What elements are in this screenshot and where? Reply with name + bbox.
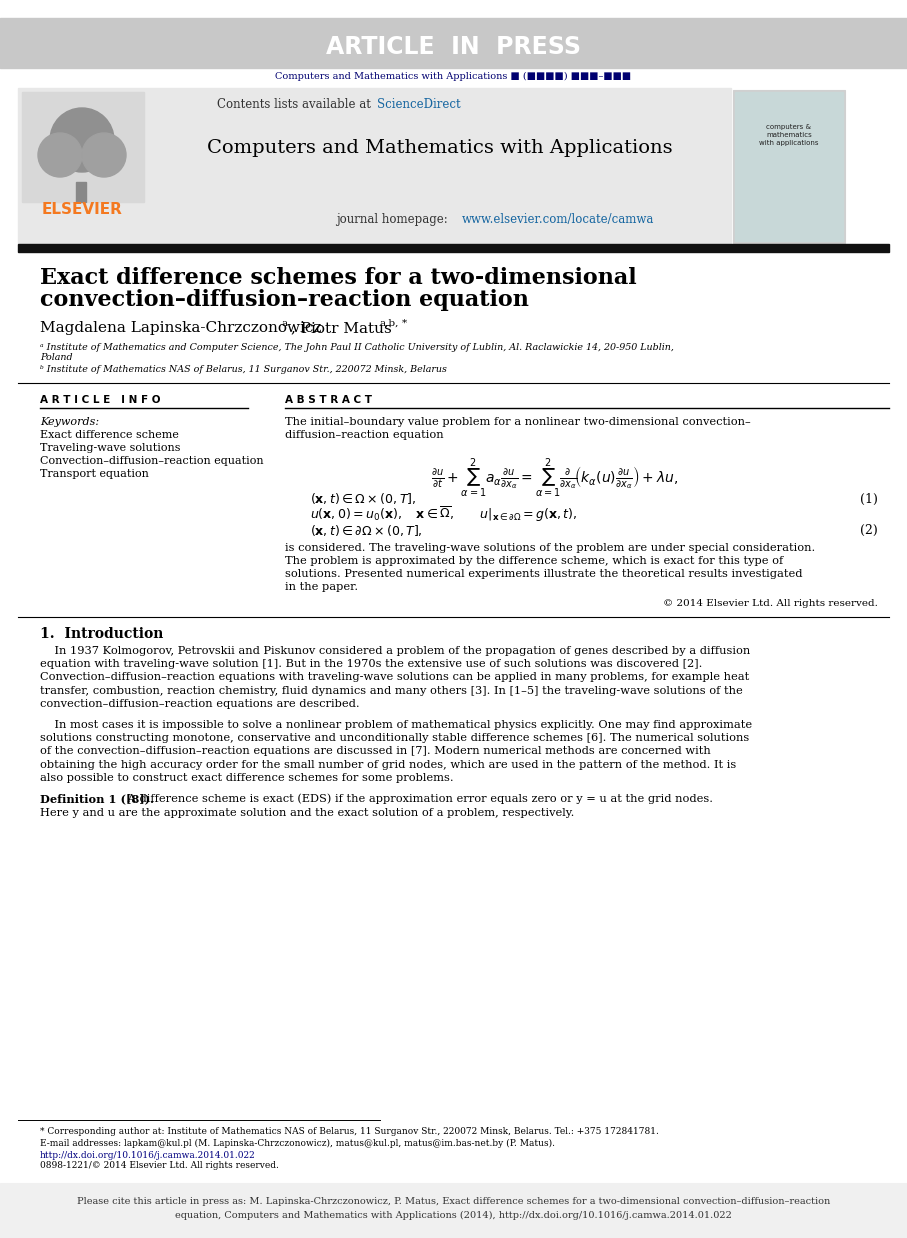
Text: solutions constructing monotone, conservative and unconditionally stable differe: solutions constructing monotone, conserv… xyxy=(40,733,749,743)
Text: A R T I C L E   I N F O: A R T I C L E I N F O xyxy=(40,395,161,405)
Bar xyxy=(76,182,86,202)
Text: convection–diffusion–reaction equation: convection–diffusion–reaction equation xyxy=(40,288,529,311)
Text: Contents lists available at: Contents lists available at xyxy=(218,99,375,111)
Bar xyxy=(18,244,889,253)
Text: journal homepage:: journal homepage: xyxy=(336,213,452,227)
Text: Convection–diffusion–reaction equation: Convection–diffusion–reaction equation xyxy=(40,456,264,465)
Text: ARTICLE  IN  PRESS: ARTICLE IN PRESS xyxy=(326,35,581,59)
Text: (1): (1) xyxy=(860,493,878,505)
Text: convection–diffusion–reaction equations are described.: convection–diffusion–reaction equations … xyxy=(40,698,359,709)
Bar xyxy=(22,92,144,202)
Text: , Piotr Matus: , Piotr Matus xyxy=(291,321,392,335)
Text: ScienceDirect: ScienceDirect xyxy=(377,99,461,111)
Text: in the paper.: in the paper. xyxy=(285,582,358,592)
Text: In most cases it is impossible to solve a nonlinear problem of mathematical phys: In most cases it is impossible to solve … xyxy=(40,721,752,730)
Text: 1.  Introduction: 1. Introduction xyxy=(40,626,163,641)
Bar xyxy=(735,92,843,241)
Text: Here y and u are the approximate solution and the exact solution of a problem, r: Here y and u are the approximate solutio… xyxy=(40,808,574,818)
Text: The initial–boundary value problem for a nonlinear two-dimensional convection–: The initial–boundary value problem for a… xyxy=(285,417,751,427)
Text: Magdalena Lapinska-Chrzczonowicz: Magdalena Lapinska-Chrzczonowicz xyxy=(40,321,321,335)
Text: In 1937 Kolmogorov, Petrovskii and Piskunov considered a problem of the propagat: In 1937 Kolmogorov, Petrovskii and Pisku… xyxy=(40,646,750,656)
Text: Convection–diffusion–reaction equations with traveling-wave solutions can be app: Convection–diffusion–reaction equations … xyxy=(40,672,749,682)
Text: $(\mathbf{x}, t) \in \Omega \times (0, T],$: $(\mathbf{x}, t) \in \Omega \times (0, T… xyxy=(310,491,416,506)
Text: A difference scheme is exact (EDS) if the approximation error equals zero or y =: A difference scheme is exact (EDS) if th… xyxy=(124,794,713,805)
Text: computers &
mathematics
with applications: computers & mathematics with application… xyxy=(759,124,819,146)
Text: 0898-1221/© 2014 Elsevier Ltd. All rights reserved.: 0898-1221/© 2014 Elsevier Ltd. All right… xyxy=(40,1161,278,1170)
Circle shape xyxy=(50,108,114,172)
Text: The problem is approximated by the difference scheme, which is exact for this ty: The problem is approximated by the diffe… xyxy=(285,556,784,566)
Text: diffusion–reaction equation: diffusion–reaction equation xyxy=(285,430,444,439)
Text: (2): (2) xyxy=(860,524,878,536)
Text: obtaining the high accuracy order for the small number of grid nodes, which are : obtaining the high accuracy order for th… xyxy=(40,760,736,770)
Text: a: a xyxy=(282,318,288,328)
Text: E-mail addresses: lapkam@kul.pl (M. Lapinska-Chrzczonowicz), matus@kul.pl, matus: E-mail addresses: lapkam@kul.pl (M. Lapi… xyxy=(40,1139,555,1148)
Bar xyxy=(0,1184,907,1238)
Text: © 2014 Elsevier Ltd. All rights reserved.: © 2014 Elsevier Ltd. All rights reserved… xyxy=(663,599,878,609)
Text: Exact difference schemes for a two-dimensional: Exact difference schemes for a two-dimen… xyxy=(40,267,637,288)
Text: Transport equation: Transport equation xyxy=(40,469,149,479)
Bar xyxy=(0,19,907,68)
Text: a,b,: a,b, xyxy=(380,318,399,328)
Text: Exact difference scheme: Exact difference scheme xyxy=(40,430,179,439)
Text: Poland: Poland xyxy=(40,354,73,363)
Text: ᵇ Institute of Mathematics NAS of Belarus, 11 Surganov Str., 220072 Minsk, Belar: ᵇ Institute of Mathematics NAS of Belaru… xyxy=(40,364,447,374)
Bar xyxy=(733,90,845,243)
Text: ELSEVIER: ELSEVIER xyxy=(42,203,122,218)
Text: * Corresponding author at: Institute of Mathematics NAS of Belarus, 11 Surganov : * Corresponding author at: Institute of … xyxy=(40,1128,658,1136)
Text: also possible to construct exact difference schemes for some problems.: also possible to construct exact differe… xyxy=(40,773,454,782)
Text: transfer, combustion, reaction chemistry, fluid dynamics and many others [3]. In: transfer, combustion, reaction chemistry… xyxy=(40,686,743,696)
Text: Definition 1 ([8]).: Definition 1 ([8]). xyxy=(40,794,154,805)
Circle shape xyxy=(38,132,82,177)
Text: equation, Computers and Mathematics with Applications (2014), http://dx.doi.org/: equation, Computers and Mathematics with… xyxy=(175,1211,732,1219)
Text: of the convection–diffusion–reaction equations are discussed in [7]. Modern nume: of the convection–diffusion–reaction equ… xyxy=(40,747,711,756)
Bar xyxy=(18,88,731,243)
Circle shape xyxy=(82,132,126,177)
Text: solutions. Presented numerical experiments illustrate the theoretical results in: solutions. Presented numerical experimen… xyxy=(285,569,803,579)
Text: http://dx.doi.org/10.1016/j.camwa.2014.01.022: http://dx.doi.org/10.1016/j.camwa.2014.0… xyxy=(40,1150,256,1160)
Text: Keywords:: Keywords: xyxy=(40,417,99,427)
Text: is considered. The traveling-wave solutions of the problem are under special con: is considered. The traveling-wave soluti… xyxy=(285,543,815,553)
Text: $(\mathbf{x}, t) \in \partial\Omega \times (0, T],$: $(\mathbf{x}, t) \in \partial\Omega \tim… xyxy=(310,522,423,537)
Text: Computers and Mathematics with Applications ■ (■■■■) ■■■–■■■: Computers and Mathematics with Applicati… xyxy=(276,72,631,80)
Text: ᵃ Institute of Mathematics and Computer Science, The John Paul II Catholic Unive: ᵃ Institute of Mathematics and Computer … xyxy=(40,343,674,352)
Text: www.elsevier.com/locate/camwa: www.elsevier.com/locate/camwa xyxy=(462,213,654,227)
Text: Computers and Mathematics with Applications: Computers and Mathematics with Applicati… xyxy=(207,139,673,157)
Text: equation with traveling-wave solution [1]. But in the 1970s the extensive use of: equation with traveling-wave solution [1… xyxy=(40,659,702,670)
Text: $\frac{\partial u}{\partial t} + \sum_{\alpha=1}^{2} a_\alpha \frac{\partial u}{: $\frac{\partial u}{\partial t} + \sum_{\… xyxy=(432,457,678,500)
Text: Traveling-wave solutions: Traveling-wave solutions xyxy=(40,443,180,453)
Text: A B S T R A C T: A B S T R A C T xyxy=(285,395,372,405)
Text: Please cite this article in press as: M. Lapinska-Chrzczonowicz, P. Matus, Exact: Please cite this article in press as: M.… xyxy=(77,1197,830,1207)
Text: *: * xyxy=(402,318,407,328)
Text: $u(\mathbf{x}, 0) = u_0(\mathbf{x}),\quad \mathbf{x} \in \overline{\Omega},\qqua: $u(\mathbf{x}, 0) = u_0(\mathbf{x}),\qua… xyxy=(310,504,578,524)
